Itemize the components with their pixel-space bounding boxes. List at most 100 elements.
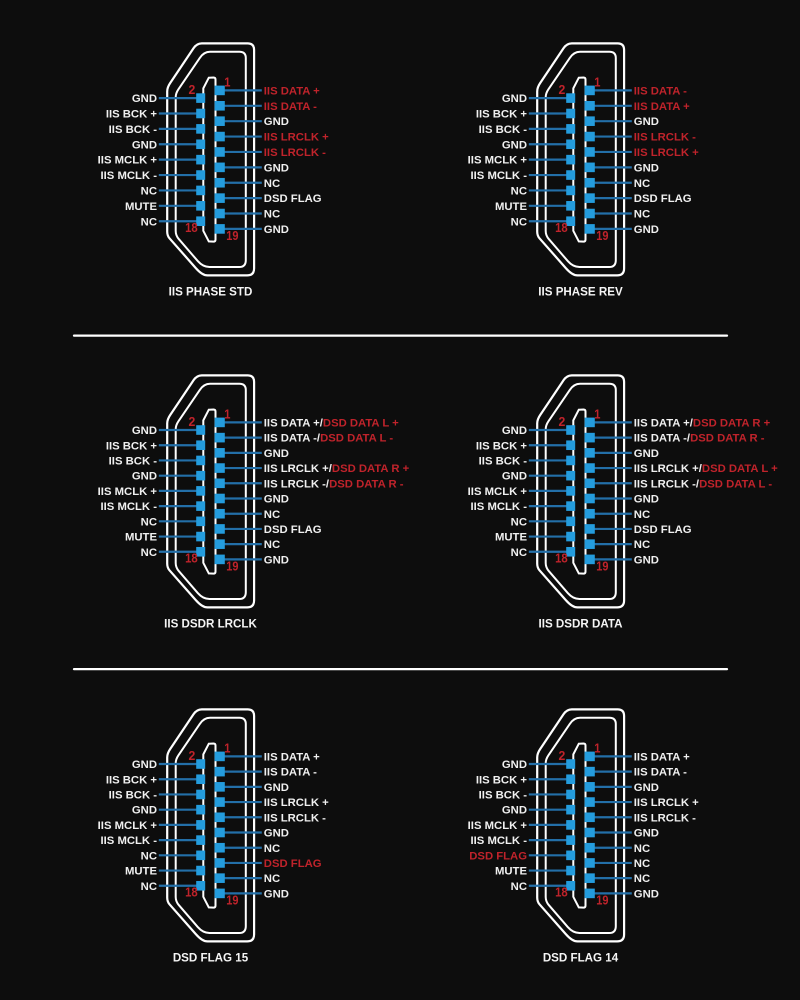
svg-text:MUTE: MUTE xyxy=(125,866,157,878)
svg-text:IIS DATA +/DSD DATA R +: IIS DATA +/DSD DATA R + xyxy=(634,417,771,429)
svg-text:GND: GND xyxy=(264,494,289,506)
svg-text:1: 1 xyxy=(594,76,600,90)
svg-text:IIS LRCLK -: IIS LRCLK - xyxy=(634,812,696,824)
svg-text:IIS MCLK +: IIS MCLK + xyxy=(98,155,158,167)
svg-text:NC: NC xyxy=(141,881,157,893)
svg-text:NC: NC xyxy=(634,509,650,521)
svg-text:IIS LRCLK +/DSD DATA R +: IIS LRCLK +/DSD DATA R + xyxy=(264,463,410,475)
svg-text:GND: GND xyxy=(634,888,659,900)
svg-text:IIS DATA +/DSD DATA L +: IIS DATA +/DSD DATA L + xyxy=(264,417,399,429)
svg-text:IIS MCLK -: IIS MCLK - xyxy=(101,835,158,847)
svg-text:IIS MCLK -: IIS MCLK - xyxy=(101,170,158,182)
svg-text:NC: NC xyxy=(634,209,650,221)
svg-text:18: 18 xyxy=(555,886,568,900)
svg-text:IIS MCLK -: IIS MCLK - xyxy=(101,501,158,513)
svg-text:IIS DATA -/DSD DATA L -: IIS DATA -/DSD DATA L - xyxy=(264,433,394,445)
svg-text:IIS DATA +: IIS DATA + xyxy=(264,85,320,97)
svg-text:IIS BCK +: IIS BCK + xyxy=(476,440,528,452)
svg-text:IIS MCLK +: IIS MCLK + xyxy=(98,820,158,832)
svg-text:NC: NC xyxy=(264,209,280,221)
svg-text:NC: NC xyxy=(634,178,650,190)
svg-text:GND: GND xyxy=(502,805,527,817)
svg-text:NC: NC xyxy=(511,881,527,893)
svg-text:IIS DATA -: IIS DATA - xyxy=(634,767,687,779)
svg-text:GND: GND xyxy=(264,116,289,128)
svg-text:NC: NC xyxy=(264,178,280,190)
svg-text:IIS DATA +: IIS DATA + xyxy=(264,751,320,763)
svg-text:GND: GND xyxy=(502,759,527,771)
svg-text:IIS BCK +: IIS BCK + xyxy=(106,440,158,452)
svg-text:IIS MCLK -: IIS MCLK - xyxy=(471,170,528,182)
svg-text:18: 18 xyxy=(185,221,198,235)
svg-text:IIS LRCLK +/DSD DATA L +: IIS LRCLK +/DSD DATA L + xyxy=(634,463,778,475)
svg-text:GND: GND xyxy=(264,554,289,566)
svg-text:19: 19 xyxy=(596,560,608,574)
svg-text:IIS LRCLK -: IIS LRCLK - xyxy=(634,132,696,144)
svg-text:IIS DATA +: IIS DATA + xyxy=(634,101,690,113)
svg-text:NC: NC xyxy=(141,185,157,197)
svg-text:DSD FLAG: DSD FLAG xyxy=(634,524,692,536)
svg-text:NC: NC xyxy=(511,547,527,559)
svg-text:IIS LRCLK +: IIS LRCLK + xyxy=(264,797,329,809)
svg-text:IIS MCLK +: IIS MCLK + xyxy=(468,486,528,498)
svg-text:1: 1 xyxy=(594,742,600,756)
svg-text:19: 19 xyxy=(226,560,238,574)
svg-text:NC: NC xyxy=(264,509,280,521)
svg-text:NC: NC xyxy=(634,539,650,551)
svg-text:DSD FLAG: DSD FLAG xyxy=(634,193,692,205)
svg-text:IIS DSDR DATA: IIS DSDR DATA xyxy=(539,617,624,630)
svg-text:DSD FLAG: DSD FLAG xyxy=(264,524,322,536)
svg-text:IIS BCK +: IIS BCK + xyxy=(106,774,158,786)
svg-text:19: 19 xyxy=(226,894,238,908)
svg-text:GND: GND xyxy=(634,494,659,506)
svg-text:IIS PHASE REV: IIS PHASE REV xyxy=(538,285,623,298)
svg-text:IIS BCK -: IIS BCK - xyxy=(109,790,158,802)
svg-text:NC: NC xyxy=(511,216,527,228)
svg-text:GND: GND xyxy=(264,828,289,840)
svg-text:GND: GND xyxy=(502,139,527,151)
svg-text:2: 2 xyxy=(189,415,196,429)
svg-text:NC: NC xyxy=(511,185,527,197)
svg-text:IIS DATA -/DSD DATA R -: IIS DATA -/DSD DATA R - xyxy=(634,433,765,445)
svg-text:18: 18 xyxy=(555,552,568,566)
svg-text:2: 2 xyxy=(189,749,196,763)
svg-text:IIS DATA -: IIS DATA - xyxy=(264,767,317,779)
svg-text:IIS MCLK +: IIS MCLK + xyxy=(468,155,528,167)
svg-text:IIS LRCLK +: IIS LRCLK + xyxy=(634,147,699,159)
svg-text:IIS BCK +: IIS BCK + xyxy=(106,109,158,121)
svg-text:IIS MCLK -: IIS MCLK - xyxy=(471,501,528,513)
svg-text:DSD FLAG: DSD FLAG xyxy=(469,850,527,862)
svg-text:GND: GND xyxy=(264,448,289,460)
svg-text:GND: GND xyxy=(264,782,289,794)
svg-text:NC: NC xyxy=(141,216,157,228)
svg-text:GND: GND xyxy=(132,471,157,483)
svg-text:IIS LRCLK -: IIS LRCLK - xyxy=(264,147,326,159)
svg-text:NC: NC xyxy=(634,858,650,870)
svg-text:IIS MCLK -: IIS MCLK - xyxy=(471,835,528,847)
svg-text:GND: GND xyxy=(132,425,157,437)
svg-text:GND: GND xyxy=(502,471,527,483)
svg-text:MUTE: MUTE xyxy=(495,866,527,878)
svg-text:DSD FLAG 15: DSD FLAG 15 xyxy=(173,951,249,964)
svg-text:NC: NC xyxy=(634,873,650,885)
svg-text:GND: GND xyxy=(634,224,659,236)
svg-text:IIS PHASE STD: IIS PHASE STD xyxy=(169,285,253,298)
svg-text:2: 2 xyxy=(189,83,196,97)
svg-text:MUTE: MUTE xyxy=(495,201,527,213)
svg-text:1: 1 xyxy=(224,76,230,90)
svg-text:NC: NC xyxy=(511,516,527,528)
svg-text:IIS BCK -: IIS BCK - xyxy=(479,124,528,136)
svg-text:1: 1 xyxy=(224,408,230,422)
svg-text:MUTE: MUTE xyxy=(125,201,157,213)
svg-text:IIS DATA -: IIS DATA - xyxy=(634,85,687,97)
svg-text:MUTE: MUTE xyxy=(125,532,157,544)
svg-text:GND: GND xyxy=(502,93,527,105)
svg-text:18: 18 xyxy=(555,221,568,235)
svg-text:GND: GND xyxy=(264,162,289,174)
svg-text:19: 19 xyxy=(596,229,608,243)
svg-text:IIS BCK -: IIS BCK - xyxy=(479,456,528,468)
svg-text:MUTE: MUTE xyxy=(495,532,527,544)
svg-text:GND: GND xyxy=(634,554,659,566)
svg-text:GND: GND xyxy=(264,224,289,236)
svg-text:IIS LRCLK -: IIS LRCLK - xyxy=(264,812,326,824)
